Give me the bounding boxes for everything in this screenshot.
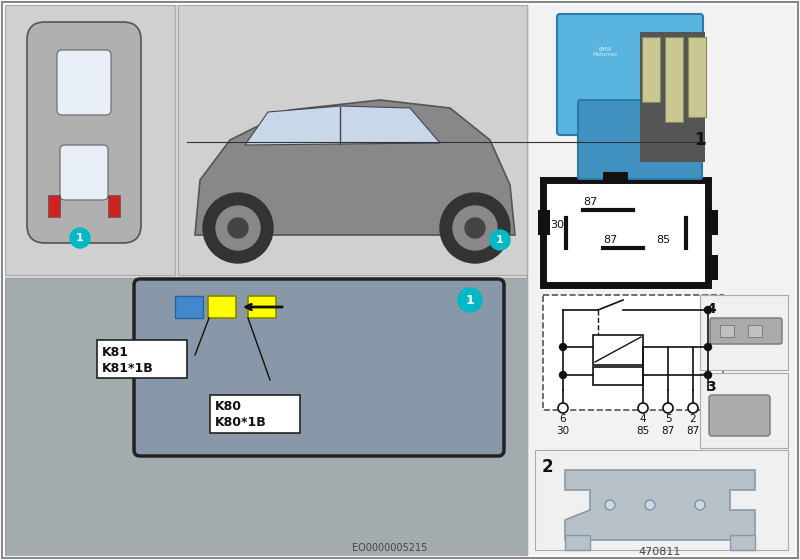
Polygon shape (195, 100, 515, 235)
Bar (97, 340, 187, 378)
Text: 6: 6 (560, 414, 566, 424)
Bar (700, 373, 788, 448)
Text: 470811: 470811 (639, 547, 681, 557)
Bar (248, 296, 276, 318)
Text: K81*1B: K81*1B (102, 362, 154, 375)
Circle shape (558, 403, 568, 413)
Text: EO0000005215: EO0000005215 (352, 543, 428, 553)
Circle shape (490, 230, 510, 250)
Bar (5, 278, 527, 555)
FancyBboxPatch shape (709, 395, 770, 436)
Circle shape (203, 193, 273, 263)
Bar (593, 335, 643, 365)
Text: 5: 5 (665, 414, 671, 424)
Bar (5, 5, 175, 275)
Text: 4: 4 (706, 302, 716, 316)
Text: 1: 1 (466, 293, 474, 306)
Circle shape (688, 403, 698, 413)
Text: 4: 4 (640, 414, 646, 424)
Bar (538, 210, 550, 235)
Bar (178, 5, 527, 275)
Bar (688, 37, 706, 117)
Circle shape (605, 500, 615, 510)
Circle shape (453, 206, 497, 250)
FancyBboxPatch shape (134, 279, 504, 456)
Text: 2: 2 (690, 414, 696, 424)
Circle shape (705, 306, 711, 314)
Bar (48, 195, 60, 217)
Text: 3: 3 (706, 380, 716, 394)
Circle shape (216, 206, 260, 250)
Text: 87: 87 (603, 235, 618, 245)
Circle shape (695, 500, 705, 510)
Text: 87: 87 (686, 426, 700, 436)
Circle shape (705, 343, 711, 351)
Circle shape (559, 343, 566, 351)
Circle shape (458, 288, 482, 312)
Text: K80: K80 (215, 400, 242, 413)
Bar (208, 296, 236, 318)
Circle shape (559, 371, 566, 379)
Bar (543, 180, 708, 285)
Bar (108, 195, 120, 217)
FancyBboxPatch shape (57, 50, 111, 115)
FancyBboxPatch shape (557, 14, 703, 135)
Bar (603, 172, 628, 184)
Text: 85: 85 (636, 426, 650, 436)
FancyBboxPatch shape (578, 100, 702, 179)
Text: K81: K81 (102, 346, 129, 358)
Text: K80*1B: K80*1B (215, 417, 266, 430)
Bar (5, 278, 527, 555)
Text: 30: 30 (550, 220, 564, 230)
Circle shape (663, 403, 673, 413)
Text: 2: 2 (542, 458, 554, 476)
Polygon shape (245, 106, 440, 145)
Circle shape (705, 371, 711, 379)
Circle shape (465, 218, 485, 238)
Text: 30: 30 (557, 426, 570, 436)
Bar (720, 325, 734, 337)
Bar (565, 535, 590, 550)
Bar (642, 37, 660, 102)
Polygon shape (565, 470, 755, 540)
Bar (593, 367, 643, 385)
Circle shape (70, 228, 90, 248)
Bar (748, 325, 762, 337)
Bar (640, 32, 705, 162)
Bar (543, 295, 723, 410)
Text: 85: 85 (656, 235, 670, 245)
Bar (706, 210, 718, 235)
Circle shape (440, 193, 510, 263)
Bar (535, 450, 788, 550)
Text: BMW
Motorrad: BMW Motorrad (593, 46, 618, 58)
Circle shape (228, 218, 248, 238)
Bar (700, 295, 788, 370)
Bar (210, 395, 300, 433)
Bar (5, 5, 527, 555)
Circle shape (638, 403, 648, 413)
Text: 87: 87 (583, 197, 598, 207)
FancyBboxPatch shape (60, 145, 108, 200)
Bar (528, 5, 795, 555)
FancyBboxPatch shape (710, 318, 782, 344)
Bar (706, 255, 718, 280)
Bar (665, 37, 683, 122)
Bar (175, 296, 203, 318)
Text: 1: 1 (694, 131, 706, 149)
FancyBboxPatch shape (27, 22, 141, 243)
Text: 1: 1 (76, 233, 84, 243)
Circle shape (645, 500, 655, 510)
Text: 1: 1 (496, 235, 504, 245)
Bar (730, 535, 755, 550)
Text: 87: 87 (662, 426, 674, 436)
